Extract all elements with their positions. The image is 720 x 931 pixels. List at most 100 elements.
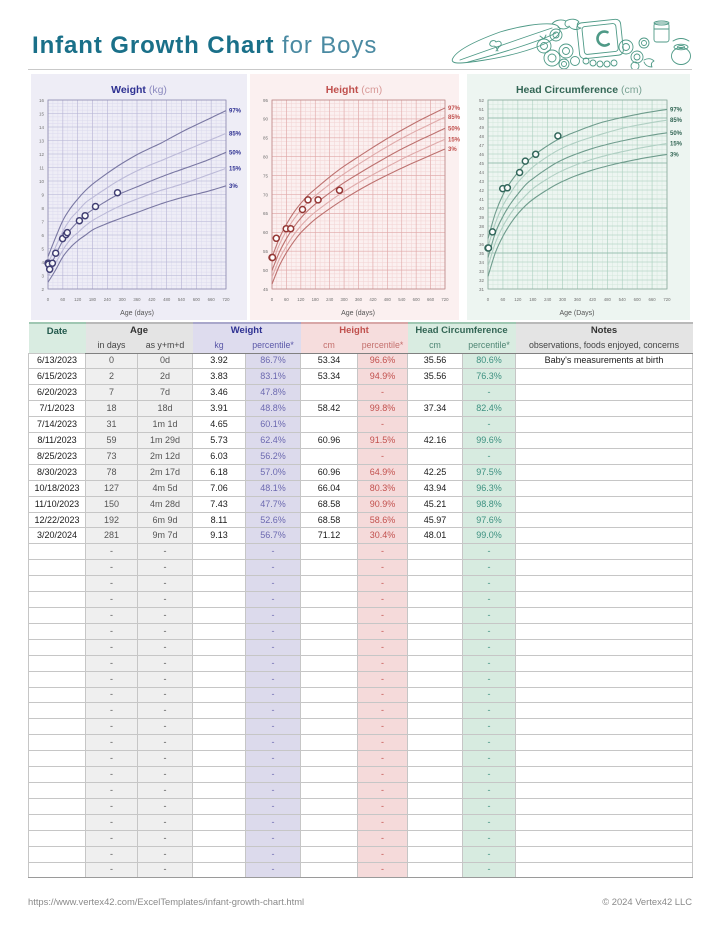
svg-text:Head Circumference (cm): Head Circumference (cm) xyxy=(516,84,642,96)
svg-text:Age (days): Age (days) xyxy=(341,310,375,317)
svg-text:8: 8 xyxy=(41,206,44,211)
svg-text:0: 0 xyxy=(487,297,490,302)
svg-text:Age (days): Age (days) xyxy=(120,310,154,317)
svg-text:52: 52 xyxy=(479,98,485,103)
svg-text:420: 420 xyxy=(148,297,156,302)
svg-text:65: 65 xyxy=(263,211,269,216)
svg-text:50: 50 xyxy=(479,116,485,121)
svg-text:15%: 15% xyxy=(448,137,461,143)
svg-text:420: 420 xyxy=(589,297,597,302)
svg-text:660: 660 xyxy=(427,297,435,302)
svg-text:6: 6 xyxy=(41,233,44,238)
svg-text:180: 180 xyxy=(312,297,320,302)
svg-text:Weight (kg): Weight (kg) xyxy=(111,84,167,96)
svg-text:35: 35 xyxy=(479,251,485,256)
svg-text:420: 420 xyxy=(369,297,377,302)
svg-text:12: 12 xyxy=(39,152,45,157)
svg-text:540: 540 xyxy=(178,297,186,302)
svg-text:7: 7 xyxy=(41,219,44,224)
svg-text:45: 45 xyxy=(263,287,269,292)
svg-text:32: 32 xyxy=(479,278,485,283)
svg-text:180: 180 xyxy=(89,297,97,302)
svg-text:16: 16 xyxy=(39,98,45,103)
svg-text:3%: 3% xyxy=(448,147,457,153)
svg-text:85%: 85% xyxy=(229,131,242,137)
svg-text:34: 34 xyxy=(479,260,485,265)
svg-text:15%: 15% xyxy=(670,142,683,148)
svg-text:120: 120 xyxy=(514,297,522,302)
svg-text:540: 540 xyxy=(398,297,406,302)
svg-text:60: 60 xyxy=(60,297,65,302)
svg-text:41: 41 xyxy=(479,197,485,202)
svg-text:240: 240 xyxy=(544,297,552,302)
svg-text:40: 40 xyxy=(479,206,485,211)
svg-text:240: 240 xyxy=(104,297,112,302)
svg-text:240: 240 xyxy=(326,297,334,302)
svg-text:360: 360 xyxy=(574,297,582,302)
svg-text:97%: 97% xyxy=(670,107,683,113)
svg-text:3%: 3% xyxy=(670,152,679,158)
svg-text:85: 85 xyxy=(263,136,269,141)
svg-text:33: 33 xyxy=(479,269,485,274)
svg-text:43: 43 xyxy=(479,179,485,184)
svg-text:180: 180 xyxy=(529,297,537,302)
svg-text:120: 120 xyxy=(297,297,305,302)
svg-text:4: 4 xyxy=(41,260,44,265)
svg-text:95: 95 xyxy=(263,98,269,103)
svg-text:540: 540 xyxy=(619,297,627,302)
svg-text:50%: 50% xyxy=(448,126,461,132)
svg-text:80: 80 xyxy=(263,155,269,160)
svg-text:9: 9 xyxy=(41,192,44,197)
svg-text:50%: 50% xyxy=(670,131,683,137)
svg-text:15: 15 xyxy=(39,111,45,116)
svg-text:90: 90 xyxy=(263,117,269,122)
svg-text:44: 44 xyxy=(479,170,485,175)
svg-text:60: 60 xyxy=(501,297,506,302)
svg-text:120: 120 xyxy=(74,297,82,302)
svg-text:36: 36 xyxy=(479,242,485,247)
svg-text:10: 10 xyxy=(39,179,45,184)
svg-text:600: 600 xyxy=(413,297,421,302)
svg-text:720: 720 xyxy=(441,297,449,302)
svg-text:15%: 15% xyxy=(229,166,242,172)
svg-text:55: 55 xyxy=(263,249,269,254)
svg-text:45: 45 xyxy=(479,161,485,166)
svg-text:46: 46 xyxy=(479,152,485,157)
svg-text:50: 50 xyxy=(263,268,269,273)
svg-text:49: 49 xyxy=(479,125,485,130)
svg-text:3: 3 xyxy=(41,273,44,278)
svg-text:48: 48 xyxy=(479,134,485,139)
svg-text:0: 0 xyxy=(47,297,50,302)
svg-text:300: 300 xyxy=(559,297,567,302)
svg-text:47: 47 xyxy=(479,143,485,148)
svg-text:11: 11 xyxy=(39,165,44,170)
svg-text:300: 300 xyxy=(341,297,349,302)
svg-text:480: 480 xyxy=(604,297,612,302)
svg-text:660: 660 xyxy=(649,297,657,302)
svg-text:60: 60 xyxy=(263,230,269,235)
svg-text:13: 13 xyxy=(39,138,45,143)
svg-text:5: 5 xyxy=(41,246,44,251)
svg-text:97%: 97% xyxy=(229,109,242,115)
svg-text:85%: 85% xyxy=(448,115,461,121)
svg-text:70: 70 xyxy=(263,192,269,197)
svg-text:480: 480 xyxy=(163,297,171,302)
svg-text:14: 14 xyxy=(39,125,45,130)
svg-text:50%: 50% xyxy=(229,150,242,156)
svg-text:75: 75 xyxy=(263,173,269,178)
svg-text:38: 38 xyxy=(479,224,485,229)
svg-text:51: 51 xyxy=(479,107,485,112)
svg-text:60: 60 xyxy=(284,297,289,302)
svg-text:97%: 97% xyxy=(448,106,461,112)
svg-text:600: 600 xyxy=(634,297,642,302)
svg-text:480: 480 xyxy=(384,297,392,302)
svg-text:0: 0 xyxy=(271,297,274,302)
svg-text:720: 720 xyxy=(663,297,671,302)
svg-text:2: 2 xyxy=(41,287,44,292)
svg-text:37: 37 xyxy=(479,233,485,238)
svg-text:300: 300 xyxy=(119,297,127,302)
svg-text:3%: 3% xyxy=(229,184,238,190)
svg-text:660: 660 xyxy=(208,297,216,302)
svg-text:360: 360 xyxy=(355,297,363,302)
svg-text:Age (Days): Age (Days) xyxy=(559,310,594,317)
